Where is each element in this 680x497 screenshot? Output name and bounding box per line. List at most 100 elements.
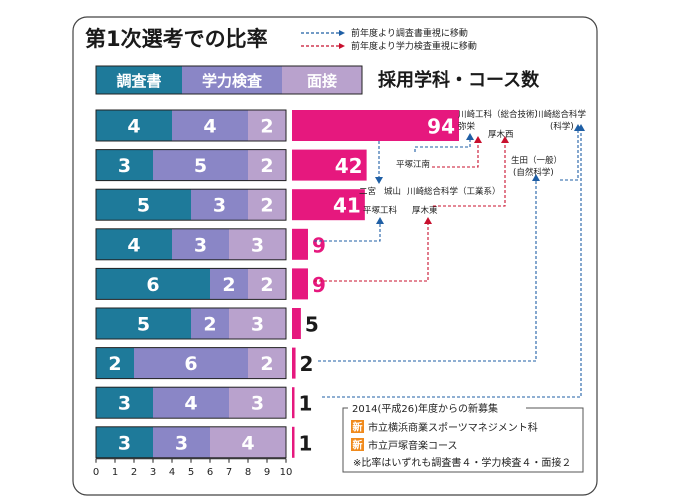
count-bar-row-2 (292, 149, 367, 181)
bar-mensetsu-row-1 (248, 110, 286, 141)
school-kawasaki-sogo-sub: (科学) (550, 121, 574, 132)
bar-label-chosa-row-1: 4 (127, 116, 140, 138)
x-tick-label-0: 0 (93, 467, 99, 478)
school-atsugi-nishi: 厚木西 (488, 129, 514, 140)
count-title: 採用学科・コース数 (378, 69, 540, 91)
chart-title: 第1次選考での比率 (85, 27, 268, 51)
bar-chosa-row-4 (96, 228, 172, 260)
bar-label-mensetsu-row-4: 3 (251, 234, 264, 256)
bar-label-chosa-row-2: 3 (118, 155, 131, 177)
count-bar-row-3 (292, 189, 365, 221)
x-tick-label-9: 9 (264, 467, 270, 478)
bar-label-mensetsu-row-3: 2 (260, 195, 273, 217)
bar-label-gakuryoku-row-8: 4 (184, 393, 197, 415)
bar-label-mensetsu-row-7: 2 (260, 353, 273, 375)
bar-label-mensetsu-row-8: 3 (251, 393, 264, 415)
blue-arrow-legend-label: 前年度より調査書重視に移動 (351, 27, 468, 39)
bar-label-gakuryoku-row-4: 3 (194, 234, 207, 256)
count-bar-row-4 (292, 228, 308, 260)
notes-header: 2014(平成26)年度からの新募集 (352, 402, 498, 415)
bar-border-row-2 (95, 149, 287, 182)
new-badge-2 (351, 438, 364, 451)
school-shiroyama: 城山 (384, 186, 401, 197)
legend-swatch-chosa (96, 66, 182, 94)
bar-mensetsu-row-6 (229, 308, 286, 339)
count-bar-row-1 (292, 110, 459, 141)
blue-arrow-row8-head (577, 124, 585, 131)
bar-chosa-row-2 (96, 149, 153, 181)
bar-gakuryoku-row-6 (191, 308, 229, 339)
ratio-bars: 4 4 23 5 25 3 24 3 36 2 25 2 32 6 23 4 33 3 4 (95, 109, 287, 459)
x-tick-label-7: 7 (226, 467, 232, 478)
x-tick-label-4: 4 (169, 467, 175, 478)
blue-arrow-row8-line (322, 131, 582, 398)
red-arrow-legend-head (339, 43, 345, 49)
legend-border (95, 65, 363, 95)
blue-arrow-9a-head (376, 217, 384, 224)
count-label-row-1: 94 (427, 115, 455, 139)
bar-chosa-row-5 (96, 268, 210, 300)
red-arrow-41-head (501, 136, 509, 143)
legend-swatch-gakuryoku (182, 66, 282, 94)
bar-gakuryoku-row-8 (153, 387, 229, 419)
count-bar-row-6 (292, 308, 301, 339)
x-tick-label-1: 1 (112, 467, 118, 478)
count-label-row-7: 2 (300, 352, 314, 376)
bar-label-mensetsu-row-1: 2 (260, 116, 273, 138)
bar-border-row-5 (95, 267, 287, 300)
bar-label-chosa-row-4: 4 (127, 234, 140, 256)
x-tick-label-5: 5 (188, 467, 194, 478)
bar-label-chosa-row-6: 5 (137, 314, 150, 336)
count-bars: 94 42 41 9 9 5 2 1 1 (292, 110, 459, 458)
bar-label-chosa-row-5: 6 (146, 274, 159, 296)
bar-border-row-3 (95, 188, 287, 221)
bar-label-mensetsu-row-9: 4 (241, 432, 254, 454)
bar-border-row-9 (95, 426, 287, 459)
school-kawasaki-sogo: 川崎総合科学 (535, 109, 587, 120)
school-labels: 川崎工科（総合技術） 弥栄 川崎総合科学 (科学) 厚木西 平塚江南 生田（一般… (359, 109, 587, 216)
bar-gakuryoku-row-1 (172, 110, 248, 141)
bar-gakuryoku-row-9 (153, 426, 210, 458)
notes-header-bg (348, 402, 526, 414)
bar-label-mensetsu-row-6: 3 (251, 314, 264, 336)
bar-label-chosa-row-3: 5 (137, 195, 150, 217)
x-tick-label-3: 3 (150, 467, 156, 478)
bar-border-row-1 (95, 109, 287, 142)
school-kawasaki-sogo-kogyo: 川崎総合科学（工業系） (407, 186, 501, 197)
x-axis: 0 1 2 3 4 5 6 7 8 9 10 (93, 458, 293, 478)
blue-arrow-94-to-42-head (375, 177, 383, 184)
bar-label-mensetsu-row-5: 2 (260, 274, 273, 296)
bar-label-gakuryoku-row-3: 3 (213, 195, 226, 217)
frame (72, 16, 598, 496)
school-atsugi-higashi: 厚木東 (412, 205, 438, 216)
red-arrow-41-line (433, 143, 506, 207)
bar-mensetsu-row-7 (248, 347, 286, 379)
x-tick-label-10: 10 (280, 467, 293, 478)
notes-item-2: 市立戸塚音楽コース (368, 439, 458, 452)
count-label-row-3: 41 (333, 194, 361, 218)
x-tick-label-2: 2 (131, 467, 137, 478)
bar-mensetsu-row-4 (229, 228, 286, 260)
bar-mensetsu-row-9 (210, 426, 286, 458)
new-badge-1 (351, 420, 364, 433)
bar-mensetsu-row-5 (248, 268, 286, 300)
bar-chosa-row-7 (96, 347, 134, 379)
bar-gakuryoku-row-2 (153, 149, 248, 181)
legend-label-mensetsu: 面接 (307, 72, 337, 90)
count-bar-row-5 (292, 268, 308, 300)
bar-mensetsu-row-8 (229, 387, 286, 419)
bar-chosa-row-1 (96, 110, 172, 141)
notes-item-1: 市立横浜商業スポーツマネジメント科 (368, 421, 538, 434)
notes-box: 2014(平成26)年度からの新募集 新 市立横浜商業スポーツマネジメント科 新… (342, 402, 584, 473)
count-label-row-5: 9 (312, 273, 326, 297)
new-badge-1-label: 新 (353, 421, 363, 434)
school-kawasaki-kogyo: 川崎工科（総合技術） (458, 109, 543, 120)
bar-chosa-row-3 (96, 189, 191, 221)
segment-legend: 調査書 学力検査 面接 (95, 65, 363, 95)
school-ikuta-sub: (自然科学) (513, 167, 554, 178)
bar-label-chosa-row-7: 2 (108, 353, 121, 375)
bar-label-chosa-row-8: 3 (118, 393, 131, 415)
bar-gakuryoku-row-5 (210, 268, 248, 300)
red-arrow-9b-head (424, 217, 432, 224)
